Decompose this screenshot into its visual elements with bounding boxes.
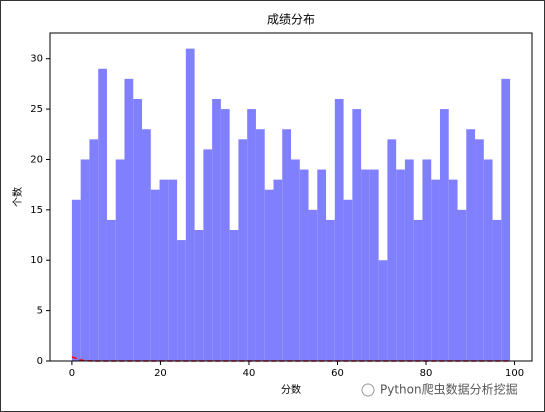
bar [413, 219, 423, 361]
y-tick-label: 10 [30, 255, 43, 266]
bar [194, 230, 204, 361]
bar [326, 219, 335, 361]
bar [396, 169, 405, 361]
bar [404, 159, 414, 361]
bar [475, 139, 484, 361]
bar [334, 99, 344, 361]
bar [387, 139, 397, 361]
bar [89, 139, 99, 361]
x-tick-label: 0 [69, 368, 75, 379]
bar [168, 179, 178, 361]
bar [229, 230, 239, 361]
bar [492, 219, 502, 361]
bar [71, 199, 81, 361]
x-tick-label: 100 [505, 368, 524, 379]
bar [80, 159, 90, 361]
bar [378, 260, 388, 361]
bar [133, 99, 143, 361]
bar [439, 109, 449, 361]
x-tick-label: 40 [243, 368, 256, 379]
bar [291, 159, 300, 361]
bar [159, 179, 169, 361]
y-tick-label: 30 [30, 54, 43, 65]
bar [282, 129, 291, 361]
bar [106, 219, 116, 361]
plot-frame [49, 32, 533, 362]
bar [185, 48, 195, 361]
bar [264, 189, 274, 361]
bar [220, 109, 230, 361]
bar [369, 169, 379, 361]
bar [317, 169, 327, 361]
x-tick-label: 20 [154, 368, 167, 379]
bar [177, 240, 186, 361]
y-tick-label: 15 [30, 205, 43, 216]
bar [273, 179, 283, 361]
bar [115, 159, 125, 361]
chart-title: 成绩分布 [267, 13, 315, 27]
bar [212, 99, 221, 361]
bar [431, 179, 440, 361]
bar [238, 139, 248, 361]
bar [142, 129, 151, 361]
bar [299, 169, 309, 361]
bar [124, 78, 134, 362]
bar [501, 78, 511, 362]
bar [483, 159, 493, 361]
bar [343, 199, 353, 361]
bar [352, 109, 362, 361]
bar [203, 149, 213, 361]
bar [466, 129, 476, 361]
y-tick-label: 25 [30, 104, 43, 115]
x-axis-label: 分数 [281, 383, 301, 396]
y-tick-label: 0 [37, 356, 43, 367]
bar [247, 109, 256, 361]
bar [361, 169, 370, 361]
bar [255, 129, 265, 361]
bar [98, 68, 107, 362]
y-tick-label: 5 [37, 306, 43, 317]
y-axis-label: 个数 [11, 187, 24, 207]
bar [448, 179, 458, 361]
y-tick-label: 20 [30, 154, 43, 165]
x-tick-label: 80 [420, 368, 433, 379]
x-tick-label: 60 [331, 368, 344, 379]
watermark: Python爬虫数据分析挖掘 [380, 382, 518, 397]
bar [308, 209, 318, 361]
bar [457, 209, 467, 361]
bar [422, 159, 432, 361]
bar [150, 189, 160, 361]
watermark-icon [361, 383, 375, 397]
